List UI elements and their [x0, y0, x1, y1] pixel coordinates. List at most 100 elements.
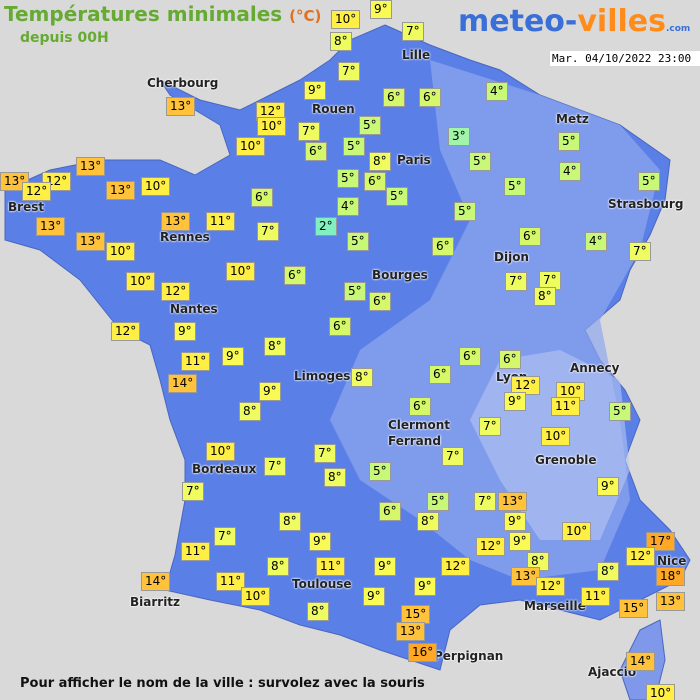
temperature-label: 6°: [429, 365, 451, 384]
temperature-label: 9°: [174, 322, 196, 341]
city-name: Rennes: [160, 230, 210, 244]
city-name: Nice: [657, 554, 687, 568]
temperature-label: 11°: [206, 212, 236, 231]
logo-small: .com: [665, 24, 691, 34]
temperature-label: 11°: [181, 542, 211, 561]
temperature-label: 13°: [106, 181, 136, 200]
temperature-label: 7°: [629, 242, 651, 261]
city-name: Biarritz: [130, 595, 181, 609]
temperature-label: 6°: [519, 227, 541, 246]
city-name: Clermont: [388, 418, 451, 432]
temperature-label: 12°: [22, 182, 52, 201]
unit: (°C): [289, 7, 322, 25]
temperature-label: 10°: [236, 137, 266, 156]
temperature-label: 8°: [330, 32, 352, 51]
temperature-label: 11°: [316, 557, 346, 576]
temperature-label: 5°: [638, 172, 660, 191]
temperature-label: 6°: [364, 172, 386, 191]
temperature-label: 9°: [309, 532, 331, 551]
temperature-label: 8°: [267, 557, 289, 576]
city-name: Dijon: [494, 250, 529, 264]
temperature-label: 10°: [241, 587, 271, 606]
city-name: Brest: [8, 200, 45, 214]
temperature-label: 13°: [36, 217, 66, 236]
temperature-label: 10°: [646, 684, 676, 700]
temperature-label: 5°: [469, 152, 491, 171]
temperature-label: 13°: [76, 232, 106, 251]
logo-a: meteo-: [458, 4, 578, 39]
city-name: Lille: [402, 48, 431, 62]
city-name: Cherbourg: [147, 76, 219, 90]
temperature-label: 6°: [251, 188, 273, 207]
temperature-label: 10°: [541, 427, 571, 446]
temperature-label: 9°: [363, 587, 385, 606]
logo: meteo-villes.com: [458, 4, 690, 39]
city-name: Strasbourg: [608, 197, 684, 211]
temperature-label: 8°: [239, 402, 261, 421]
temperature-label: 7°: [257, 222, 279, 241]
temperature-label: 6°: [305, 142, 327, 161]
temperature-label: 17°: [646, 532, 676, 551]
temperature-label: 6°: [419, 88, 441, 107]
temperature-label: 12°: [256, 102, 286, 121]
temperature-label: 8°: [369, 152, 391, 171]
temperature-label: 6°: [329, 317, 351, 336]
temperature-label: 8°: [264, 337, 286, 356]
temperature-label: 10°: [257, 117, 287, 136]
temperature-label: 7°: [338, 62, 360, 81]
temperature-label: 9°: [370, 0, 392, 19]
temperature-label: 8°: [534, 287, 556, 306]
temperature-label: 3°: [448, 127, 470, 146]
temperature-label: 7°: [214, 527, 236, 546]
temperature-label: 8°: [324, 468, 346, 487]
city-name: Annecy: [570, 361, 620, 375]
temperature-label: 11°: [551, 397, 581, 416]
temperature-label: 9°: [304, 81, 326, 100]
footer: Pour afficher le nom de la ville : survo…: [20, 676, 425, 691]
temperature-label: 7°: [182, 482, 204, 501]
city-name: Toulouse: [292, 577, 352, 591]
temperature-label: 13°: [76, 157, 106, 176]
datetime: Mar. 04/10/2022 23:00: [550, 51, 700, 66]
temperature-label: 9°: [414, 577, 436, 596]
temperature-label: 8°: [279, 512, 301, 531]
city-name: Ferrand: [388, 434, 441, 448]
temperature-label: 7°: [505, 272, 527, 291]
temperature-label: 9°: [374, 557, 396, 576]
temperature-label: 2°: [315, 217, 337, 236]
temperature-label: 5°: [454, 202, 476, 221]
temperature-label: 5°: [609, 402, 631, 421]
temperature-label: 7°: [314, 444, 336, 463]
temperature-label: 12°: [441, 557, 471, 576]
temperature-label: 13°: [0, 172, 30, 191]
temperature-label: 5°: [386, 187, 408, 206]
temperature-label: 13°: [498, 492, 528, 511]
city-name: Ajaccio: [588, 665, 637, 679]
temperature-label: 16°: [408, 643, 438, 662]
temperature-label: 8°: [417, 512, 439, 531]
logo-b: villes: [577, 4, 666, 39]
temperature-label: 11°: [181, 352, 211, 371]
temperature-label: 12°: [111, 322, 141, 341]
temperature-label: 13°: [511, 567, 541, 586]
title-text: Températures minimales: [4, 2, 283, 26]
temperature-label: 6°: [379, 502, 401, 521]
temperature-label: 13°: [166, 97, 196, 116]
temperature-label: 8°: [597, 562, 619, 581]
temperature-label: 12°: [626, 547, 656, 566]
temperature-label: 12°: [476, 537, 506, 556]
temperature-label: 8°: [351, 368, 373, 387]
temperature-label: 7°: [474, 492, 496, 511]
temperature-label: 10°: [206, 442, 236, 461]
title: Températures minimales (°C): [4, 2, 321, 26]
temperature-label: 6°: [432, 237, 454, 256]
temperature-label: 10°: [106, 242, 136, 261]
temperature-label: 4°: [559, 162, 581, 181]
temperature-label: 10°: [226, 262, 256, 281]
temperature-label: 11°: [581, 587, 611, 606]
city-name: Paris: [397, 153, 431, 167]
temperature-label: 5°: [359, 116, 381, 135]
temperature-label: 6°: [369, 292, 391, 311]
city-name: Marseille: [524, 599, 586, 613]
